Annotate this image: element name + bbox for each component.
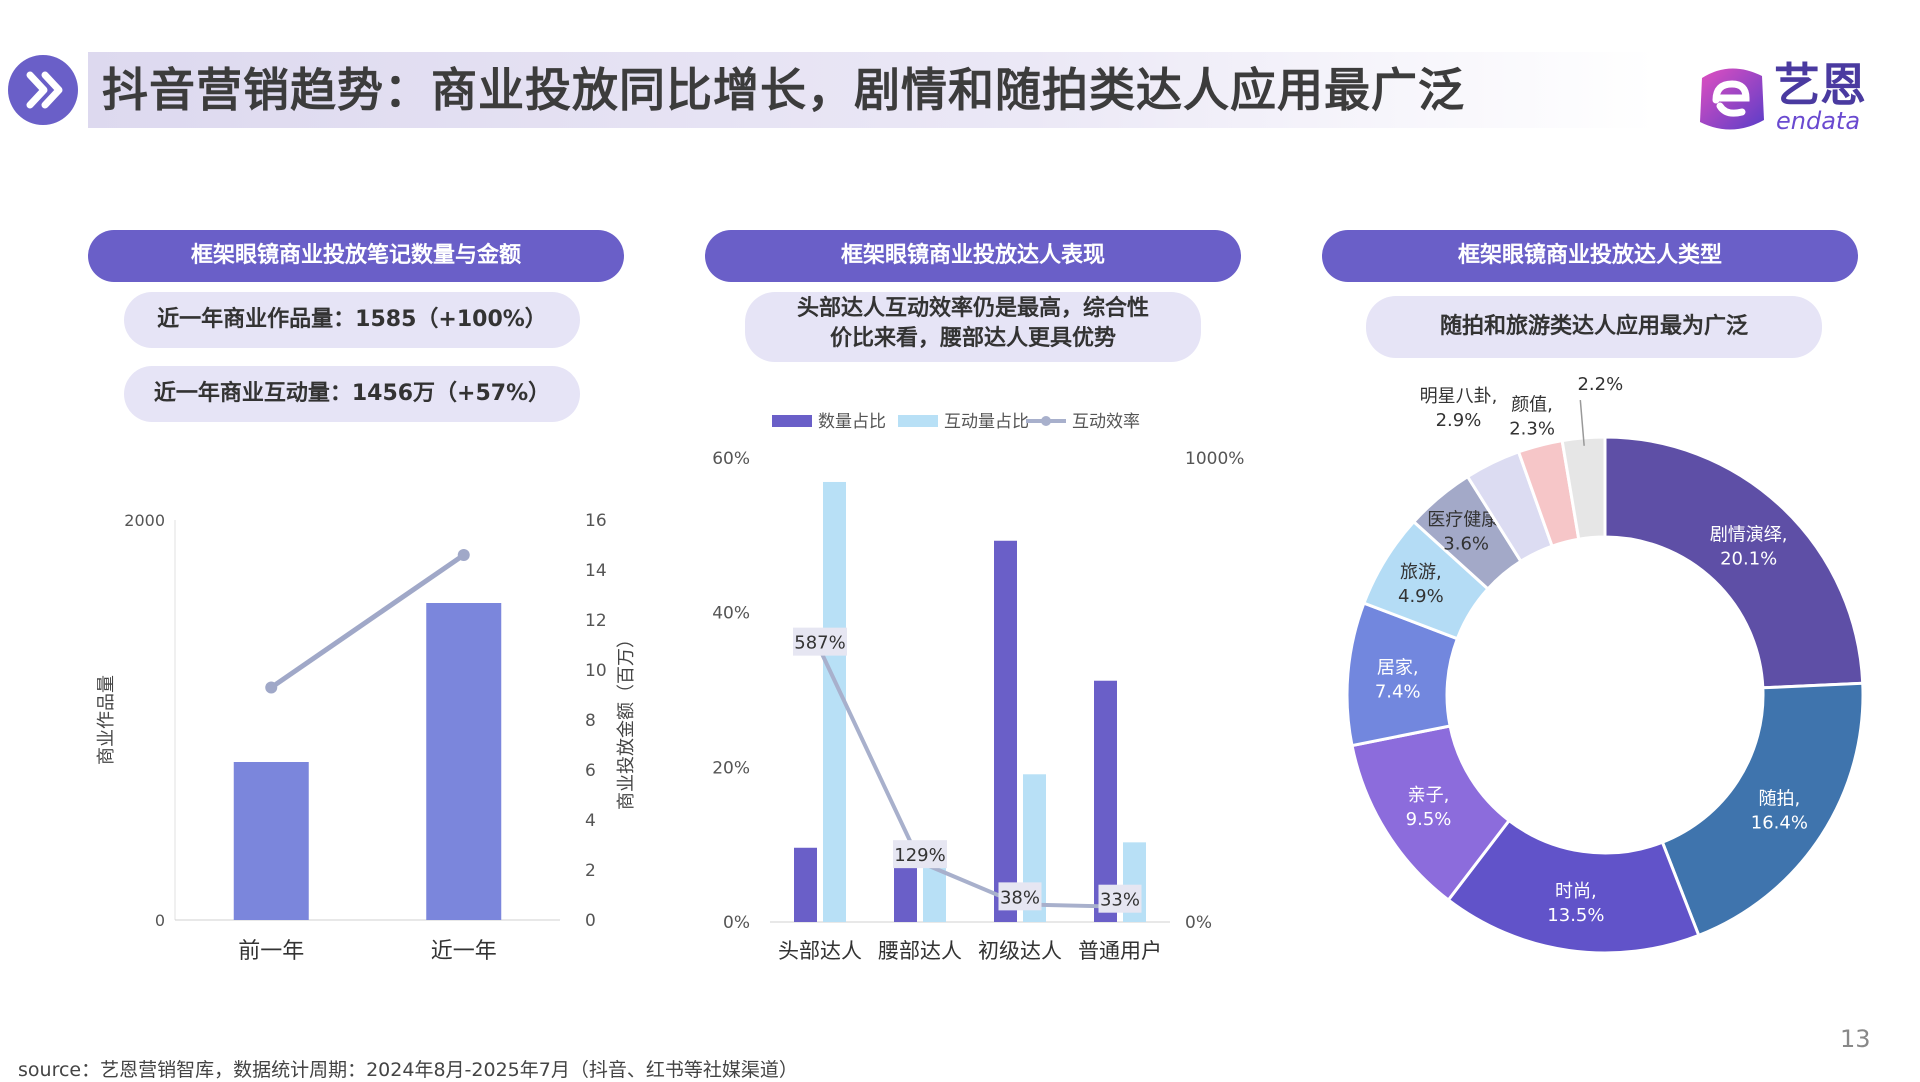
- slice-pct: 3.6%: [1443, 534, 1489, 555]
- slice-pct: 9.5%: [1406, 809, 1452, 830]
- stat-interactions: 近一年商业互动量：1456万（+57%）: [124, 366, 580, 422]
- slice-pct: 2.3%: [1509, 418, 1555, 439]
- count-share-bar: [994, 540, 1017, 922]
- category-label: 初级达人: [978, 939, 1062, 963]
- leader-line: [1579, 399, 1585, 446]
- slice-pct: 16.4%: [1751, 812, 1808, 833]
- y-right-tick-label: 4: [585, 811, 596, 831]
- category-label: 头部达人: [778, 939, 862, 963]
- efficiency-data-label: 129%: [894, 845, 945, 866]
- stat-works: 近一年商业作品量：1585（+100%）: [124, 292, 580, 348]
- legend-label: 数量占比: [818, 412, 886, 432]
- slice-pct: 20.1%: [1720, 549, 1777, 570]
- category-label: 普通用户: [1078, 939, 1162, 963]
- bar: [426, 603, 502, 920]
- slice-label: 亲子,: [1408, 785, 1450, 806]
- count-share-bar: [1094, 680, 1117, 922]
- donut-slice: [1660, 681, 1865, 938]
- middle-note-line2: 价比来看，腰部达人更具优势: [829, 326, 1116, 351]
- interaction-share-bar: [823, 481, 846, 922]
- influencer-type-donut: 剧情演绎, 20.1% 随拍, 16.4% 时尚, 13.5% 亲子, 9.5% 居家, 7.4%…: [1345, 370, 1865, 955]
- slice-pct: 4.9%: [1398, 586, 1444, 607]
- efficiency-data-label: 33%: [1100, 890, 1140, 911]
- y-axis-title: 商业作品量: [96, 675, 117, 765]
- y-right-tick-label: 14: [585, 561, 607, 581]
- amount-point: [265, 681, 278, 694]
- endata-logo: 艺恩 endata: [1690, 58, 1890, 138]
- middle-panel-heading: 框架眼镜商业投放达人表现: [705, 230, 1241, 282]
- source-note: source：艺恩营销智库，数据统计周期：2024年8月-2025年7月（抖音、…: [18, 1059, 798, 1081]
- y-tick-label: 40%: [712, 604, 750, 624]
- efficiency-line: [818, 648, 1121, 909]
- legend-line-marker: [1041, 416, 1051, 426]
- donut-slice: [1560, 435, 1607, 541]
- y-tick-label: 0: [155, 911, 165, 930]
- slice-label: 随拍,: [1758, 788, 1800, 809]
- y-right-tick-label: 10: [585, 661, 607, 681]
- legend-swatch: [898, 415, 938, 427]
- efficiency-label-bg: [793, 627, 847, 656]
- works-amount-chart: 0 2000 0 2 4 6 8 10 12 14 16 商业作品量 商业投放金额（百万） 前一年 近一年: [96, 511, 637, 964]
- slice-pct: 2.9%: [1436, 410, 1482, 431]
- slice-label: 居家,: [1377, 658, 1419, 679]
- category-label: 前一年: [238, 939, 304, 964]
- efficiency-label-bg: [1098, 884, 1142, 913]
- page-title: 抖音营销趋势：商业投放同比增长，剧情和随拍类达人应用最广泛: [102, 63, 1465, 117]
- y-right-tick-label: 0%: [1185, 913, 1212, 933]
- legend-label: 互动效率: [1072, 412, 1140, 432]
- slice-label: 时尚,: [1555, 881, 1597, 902]
- influencer-performance-chart: 0% 20% 40% 60% 0% 1000% 数量占比 互动量占比 互动效率头部达人 腰部达人初…: [712, 412, 1244, 963]
- title-banner: [88, 52, 1656, 128]
- y-tick-label: 2000: [124, 511, 165, 530]
- donut-slice: [1603, 435, 1865, 690]
- left-panel-heading: 框架眼镜商业投放笔记数量与金额: [88, 230, 624, 282]
- y-right-tick-label: 16: [585, 511, 607, 531]
- slice-pct: 2.2%: [1577, 374, 1623, 395]
- efficiency-data-label: 38%: [1000, 887, 1040, 908]
- y-right-tick-label: 6: [585, 761, 596, 781]
- legend-label: 互动量占比: [944, 412, 1029, 432]
- bar: [233, 762, 309, 920]
- efficiency-data-label: 587%: [794, 633, 845, 654]
- right-note: 随拍和旅游类达人应用最为广泛: [1366, 296, 1822, 358]
- slice-pct: 13.5%: [1547, 905, 1604, 926]
- slice-label: 明星八卦,: [1420, 386, 1498, 407]
- legend-swatch: [772, 415, 812, 427]
- double-chevron-icon: [8, 55, 78, 125]
- slice-label: 旅游,: [1400, 562, 1442, 583]
- y-tick-label: 20%: [712, 758, 750, 778]
- middle-note-line1: 头部达人互动效率仍是最高，综合性: [796, 296, 1149, 321]
- page-number: 13: [1840, 1025, 1871, 1053]
- count-share-bar: [794, 847, 817, 922]
- y-right-tick-label: 8: [585, 711, 596, 731]
- y-tick-label: 60%: [712, 449, 750, 469]
- amount-line: [269, 552, 466, 690]
- right-panel-heading: 框架眼镜商业投放达人类型: [1322, 230, 1858, 282]
- amount-point: [457, 549, 470, 561]
- slice-label: 剧情演绎,: [1710, 525, 1788, 546]
- slice-pct: 7.4%: [1375, 682, 1421, 703]
- slice-label: 科普,: [1579, 370, 1621, 371]
- middle-note: 头部达人互动效率仍是最高，综合性 价比来看，腰部达人更具优势: [745, 292, 1201, 362]
- category-label: 腰部达人: [878, 939, 962, 963]
- y-right-axis-title: 商业投放金额（百万）: [616, 630, 637, 810]
- y-right-tick-label: 2: [585, 861, 596, 881]
- logo-en-text: endata: [1776, 107, 1861, 135]
- efficiency-label-bg: [998, 882, 1042, 911]
- y-tick-label: 0%: [723, 913, 750, 933]
- slice-label: 医疗健康,: [1427, 510, 1505, 531]
- logo-cn-text: 艺恩: [1774, 58, 1866, 112]
- category-label: 近一年: [431, 939, 497, 964]
- efficiency-label-bg: [893, 840, 947, 869]
- y-right-tick-label: 1000%: [1185, 449, 1244, 469]
- y-right-tick-label: 0: [585, 911, 596, 931]
- y-right-tick-label: 12: [585, 611, 607, 631]
- slice-label: 颜值,: [1511, 394, 1553, 415]
